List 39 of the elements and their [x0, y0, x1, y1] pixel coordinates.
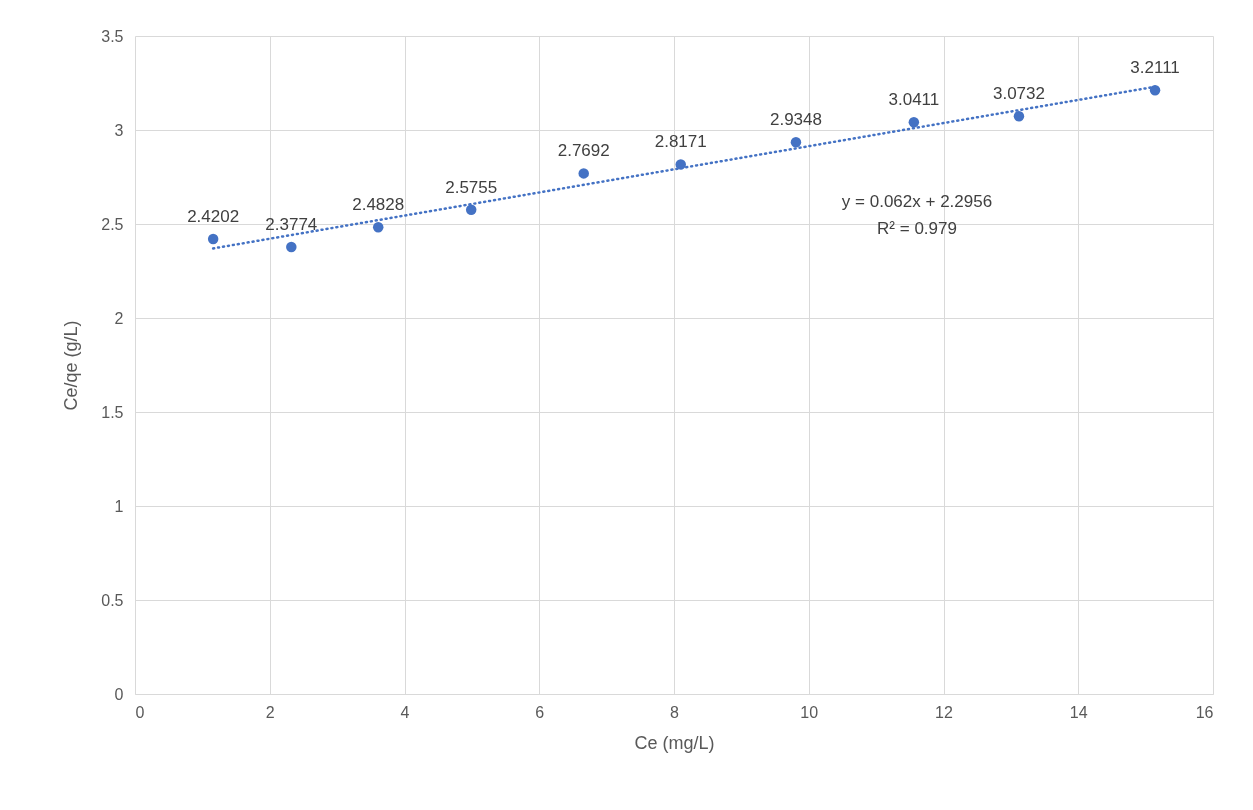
x-tick-label: 4: [400, 703, 410, 721]
data-label: 2.5755: [445, 177, 498, 197]
data-label: 3.0732: [992, 84, 1045, 104]
data-label: 2.3774: [265, 215, 318, 235]
y-tick-label: 2.5: [101, 215, 124, 233]
point: [207, 233, 219, 245]
y-axis-title: Ce/qe (g/L): [61, 320, 82, 411]
y-tick-label: 0.5: [101, 591, 124, 609]
point: [1013, 111, 1025, 122]
data-label: 3.2111: [1130, 58, 1180, 78]
annotation: R² = 0.979: [877, 219, 957, 238]
point: [908, 117, 920, 128]
x-tick-label: 10: [800, 703, 819, 721]
y-tick-label: 2: [114, 309, 124, 327]
data-label: 3.0411: [888, 90, 940, 110]
data-label: 2.4828: [352, 195, 405, 215]
point: [465, 204, 477, 216]
data-label: 2.9348: [769, 110, 822, 130]
x-tick-label: 14: [1069, 703, 1088, 721]
x-tick-label: 8: [670, 703, 680, 721]
data-label: 2.4202: [187, 207, 240, 226]
y-tick-label: 3.5: [101, 27, 124, 45]
y-tick-label: 1: [114, 497, 124, 515]
y-tick-label: 3: [114, 121, 124, 139]
x-tick-label: 2: [265, 703, 275, 721]
point: [578, 168, 589, 179]
point: [372, 222, 384, 233]
x-tick-label: 12: [935, 703, 953, 721]
x-tick-label: 0: [135, 703, 145, 721]
y-tick-label: 0: [114, 685, 124, 703]
x-tick-label: 16: [1195, 703, 1214, 721]
point: [286, 241, 297, 253]
x-axis-title: Ce (mg/L): [634, 732, 715, 753]
point: [790, 137, 802, 148]
annotation: y = 0.062x + 2.2956: [841, 192, 993, 211]
data-label: 2.8171: [654, 132, 707, 152]
y-tick-label: 1.5: [101, 403, 124, 421]
data-label: 2.7692: [557, 141, 610, 161]
x-tick-label: 6: [535, 703, 545, 721]
